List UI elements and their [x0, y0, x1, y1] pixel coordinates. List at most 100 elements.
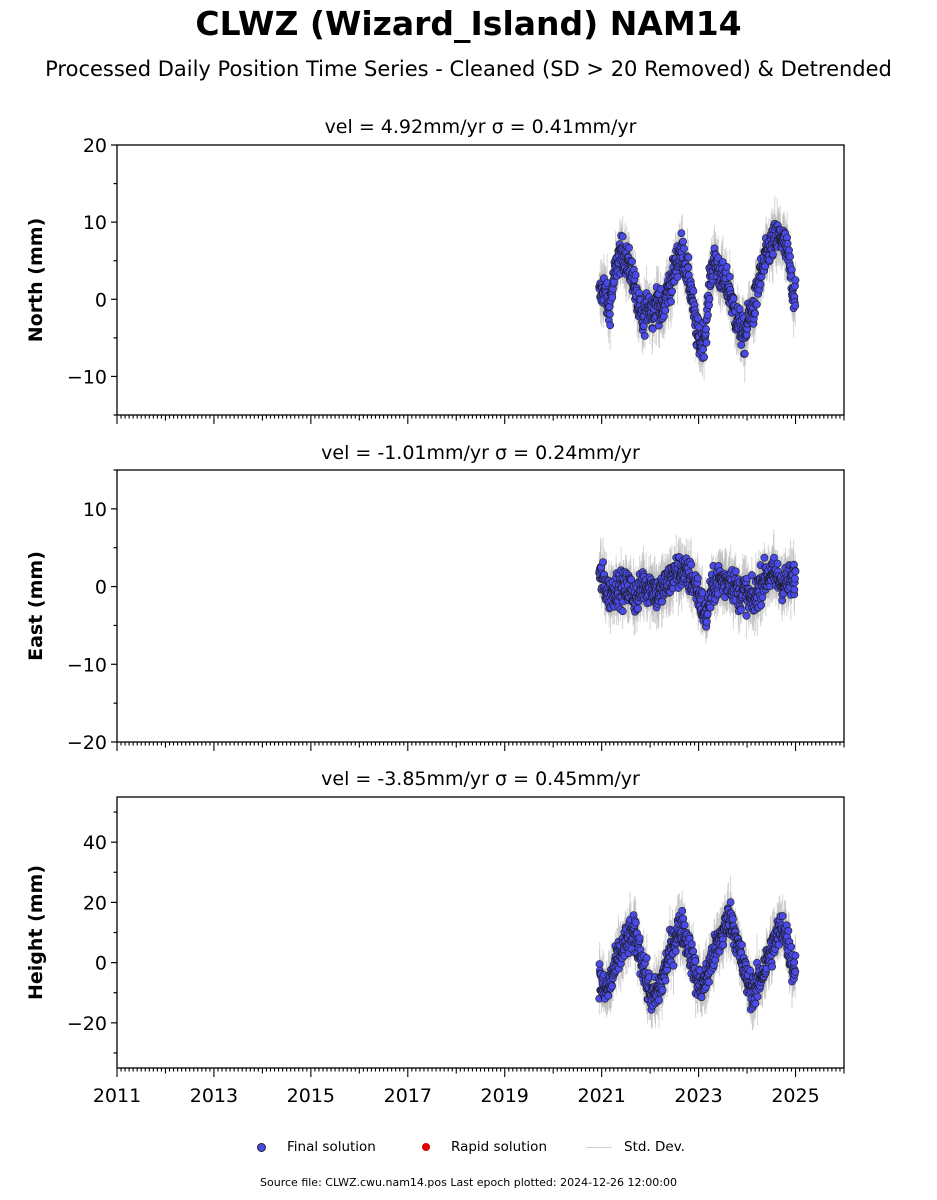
- data-point: [751, 309, 759, 318]
- data-point: [719, 941, 728, 949]
- data-point: [679, 237, 687, 246]
- y-tick-label: 20: [83, 135, 107, 157]
- data-point: [687, 560, 696, 569]
- figure-subtitle: Processed Daily Position Time Series - C…: [45, 57, 892, 81]
- data-point: [773, 559, 782, 568]
- data-point: [606, 310, 614, 319]
- data-point: [655, 996, 663, 1004]
- data-point: [785, 246, 793, 255]
- data-point: [705, 294, 714, 303]
- data-point: [631, 271, 640, 279]
- data-point: [658, 597, 666, 606]
- data-point: [697, 993, 706, 1001]
- data-point: [640, 331, 649, 340]
- y-tick-label: −20: [67, 732, 107, 754]
- data-point: [768, 962, 776, 971]
- x-tick-label: 2025: [771, 1085, 819, 1107]
- data-point: [790, 585, 799, 594]
- data-point: [751, 999, 760, 1008]
- data-point: [726, 898, 735, 906]
- final-solution-marker-icon: [257, 1142, 266, 1152]
- x-tick-label: 2011: [93, 1085, 141, 1107]
- data-point: [694, 314, 702, 323]
- y-tick-label: 10: [83, 499, 107, 521]
- data-point: [791, 967, 800, 976]
- x-tick-label: 2013: [190, 1085, 238, 1107]
- y-tick-label: 0: [95, 577, 107, 599]
- data-point: [628, 257, 636, 266]
- data-point: [634, 604, 642, 613]
- data-point: [680, 244, 688, 253]
- data-point: [703, 610, 712, 619]
- data-point: [752, 300, 761, 309]
- data-point: [669, 961, 678, 970]
- data-point: [791, 276, 800, 285]
- data-point: [790, 958, 799, 967]
- x-tick-label: 2021: [577, 1085, 625, 1107]
- data-point: [770, 553, 778, 562]
- axes-frame: [116, 144, 845, 416]
- data-point: [635, 934, 644, 942]
- data-point: [737, 341, 746, 349]
- data-point: [702, 325, 710, 334]
- y-axis-label: North (mm): [25, 218, 47, 343]
- data-point: [705, 978, 713, 986]
- std-dev-line-icon: [586, 1146, 612, 1148]
- legend-final-label: Final solution: [287, 1139, 376, 1155]
- data-point: [608, 293, 617, 302]
- data-point: [679, 914, 688, 923]
- x-tick-label: 2015: [287, 1085, 335, 1107]
- data-point: [791, 574, 799, 583]
- y-tick-label: 0: [95, 953, 107, 975]
- data-point: [618, 607, 627, 616]
- data-point: [618, 232, 627, 241]
- data-point: [658, 986, 667, 994]
- data-point: [631, 918, 640, 927]
- legend-final-solution: Final solution: [257, 1136, 376, 1158]
- y-tick-label: −10: [67, 366, 107, 388]
- data-point: [699, 345, 707, 354]
- data-point: [671, 947, 680, 956]
- data-point: [689, 287, 698, 295]
- data-point: [693, 574, 702, 583]
- data-point: [735, 305, 744, 313]
- data-point: [791, 951, 800, 960]
- data-point: [687, 940, 696, 948]
- data-point: [737, 606, 745, 614]
- data-point: [787, 265, 796, 274]
- y-tick-label: 0: [95, 289, 107, 311]
- data-point: [704, 311, 712, 320]
- data-point: [656, 284, 665, 293]
- data-point: [680, 921, 689, 929]
- data-point: [700, 353, 708, 361]
- data-point: [608, 982, 616, 991]
- data-point: [787, 942, 796, 951]
- legend-rapid-solution: Rapid solution: [422, 1136, 547, 1158]
- data-point: [667, 297, 675, 306]
- data-point: [684, 253, 693, 262]
- source-note: Source file: CLWZ.cwu.nam14.pos Last epo…: [260, 1176, 677, 1189]
- legend: Final solution Rapid solution Std. Dev.: [0, 1136, 937, 1158]
- data-point: [740, 349, 749, 358]
- legend-std-dev: Std. Dev.: [586, 1136, 685, 1158]
- data-point: [722, 262, 731, 271]
- data-point: [753, 992, 762, 1001]
- data-point: [627, 575, 636, 584]
- data-point: [760, 553, 769, 562]
- data-point: [786, 252, 794, 261]
- data-point: [729, 915, 737, 924]
- data-point: [702, 618, 711, 626]
- legend-std-label: Std. Dev.: [624, 1139, 685, 1155]
- data-point: [742, 611, 751, 620]
- data-point: [757, 601, 765, 610]
- data-point: [725, 272, 734, 281]
- legend-rapid-label: Rapid solution: [451, 1139, 547, 1155]
- data-point: [648, 324, 657, 333]
- data-point: [769, 250, 777, 259]
- data-point: [748, 571, 756, 580]
- data-point: [678, 907, 687, 915]
- panel-title: vel = 4.92mm/yr σ = 0.41mm/yr: [325, 116, 637, 138]
- data-point: [599, 558, 607, 566]
- data-point: [661, 306, 670, 315]
